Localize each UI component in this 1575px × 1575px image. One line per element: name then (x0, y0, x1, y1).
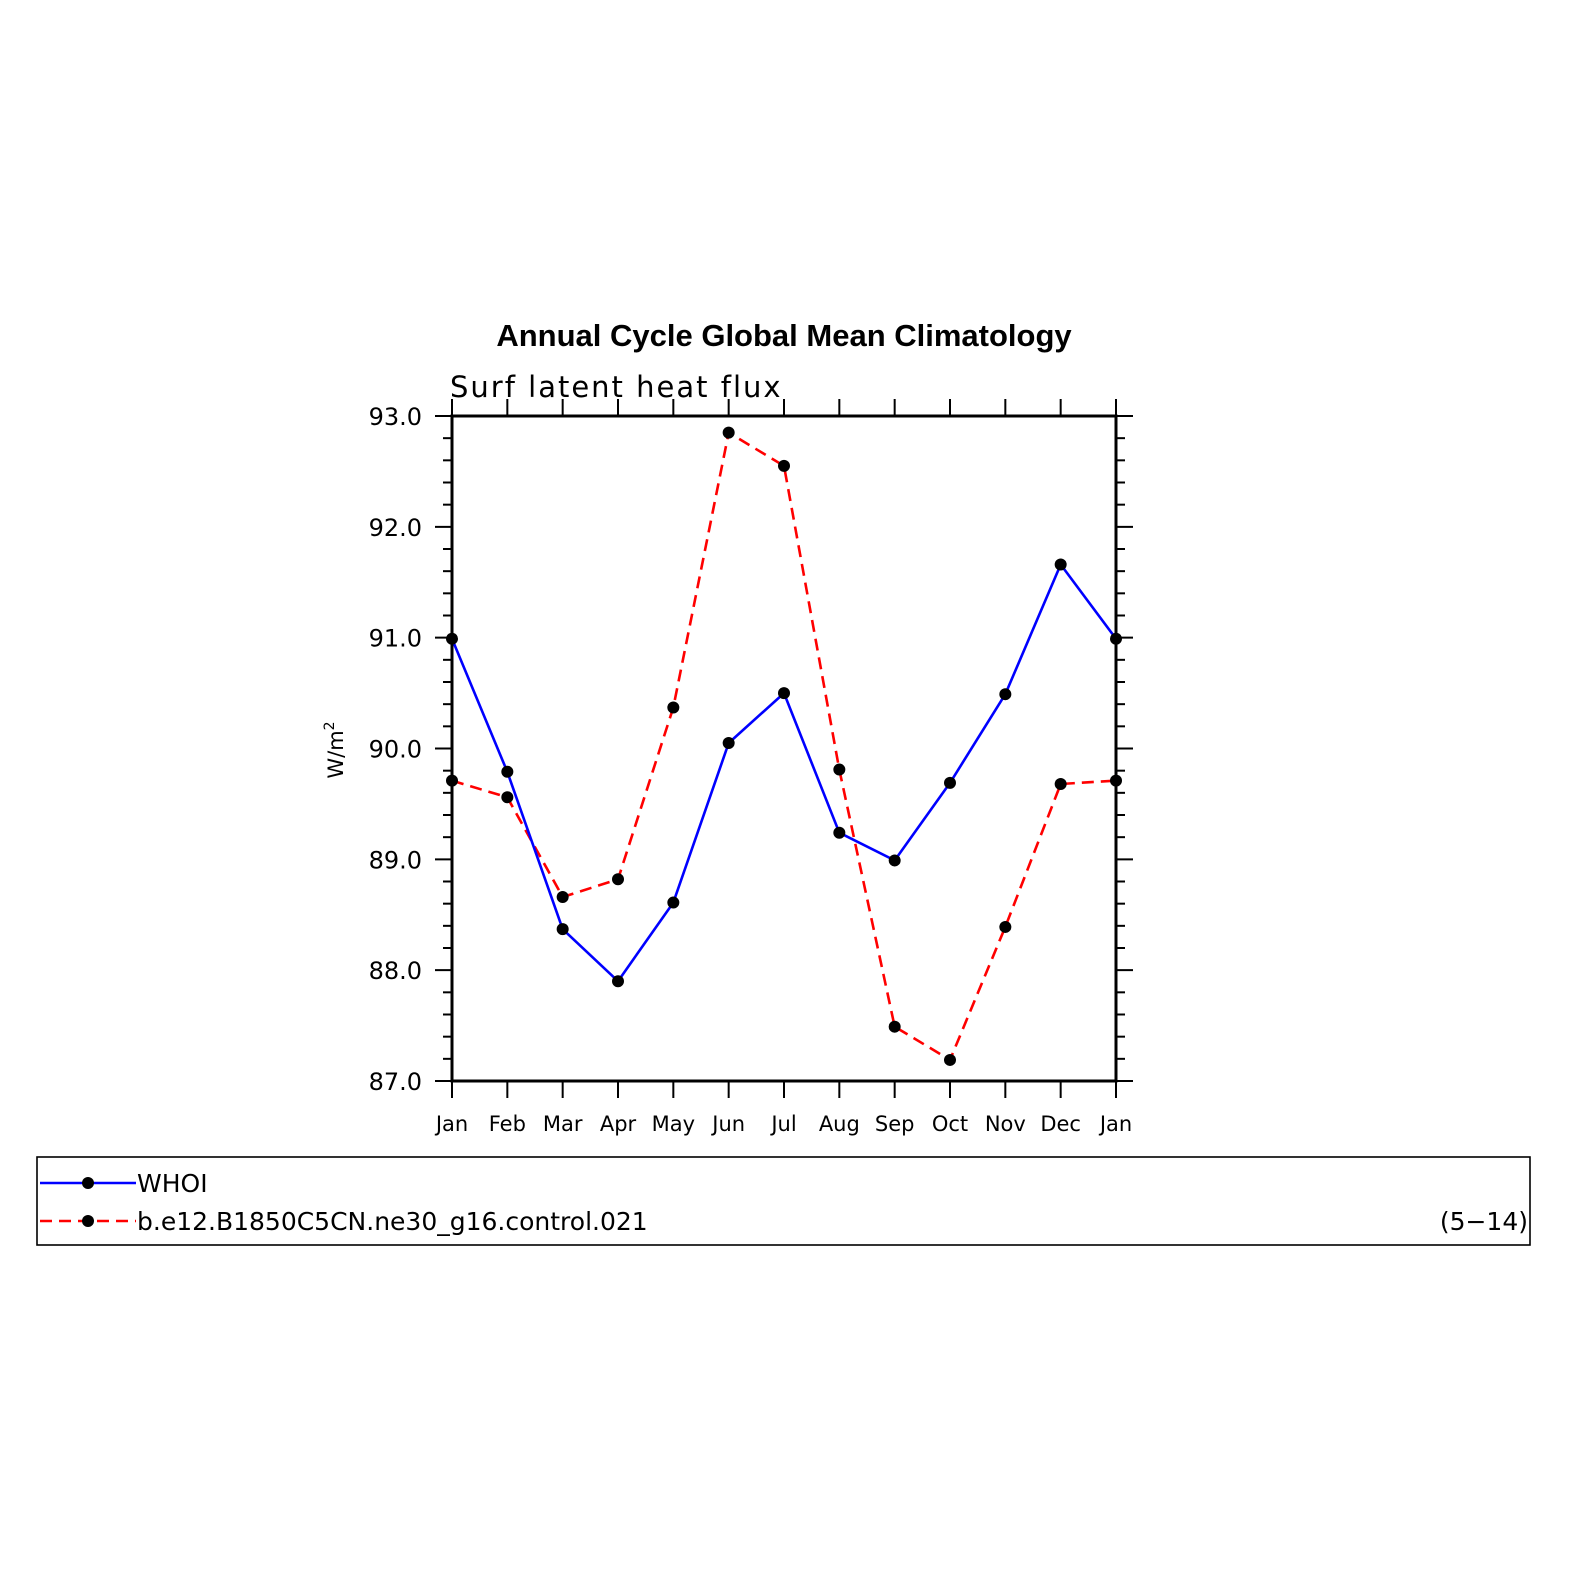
y-axis-label-text: W/m (324, 730, 348, 778)
data-point-series-0 (944, 776, 956, 789)
data-point-series-1 (446, 774, 458, 787)
legend-label-1: b.e12.B1850C5CN.ne30_g16.control.021 (137, 1207, 648, 1236)
y-tick-label: 92.0 (369, 514, 422, 542)
svg-text:W/m2: W/m2 (322, 721, 348, 778)
x-tick-label: Nov (985, 1112, 1026, 1136)
x-tick-label: Jun (710, 1112, 745, 1136)
data-point-series-0 (556, 923, 569, 936)
x-tick-label: Jan (434, 1112, 468, 1136)
data-point-series-0 (833, 826, 846, 839)
x-tick-label: Jan (1098, 1112, 1132, 1136)
x-tick-label: Dec (1040, 1112, 1081, 1136)
legend-box (36, 1156, 1531, 1246)
legend-marker-0 (82, 1177, 94, 1189)
data-point-series-1 (612, 873, 624, 886)
x-tick-label: Sep (875, 1112, 915, 1136)
data-point-series-1 (833, 763, 846, 776)
legend-note: (5−14) (1440, 1207, 1528, 1236)
data-point-series-1 (778, 459, 790, 472)
data-point-series-1 (556, 891, 569, 904)
data-point-series-0 (1054, 558, 1067, 571)
y-tick-label: 93.0 (369, 403, 422, 431)
markers-group (446, 426, 1122, 1066)
y-tick-label: 90.0 (369, 736, 422, 764)
x-tick-label: Mar (543, 1112, 583, 1136)
legend-entries: WHOI b.e12.B1850C5CN.ne30_g16.control.021 (40, 1169, 648, 1236)
data-point-series-0 (722, 736, 735, 749)
series-group (450, 431, 1118, 1062)
legend-marker-1 (82, 1215, 94, 1227)
x-tick-label: May (652, 1112, 695, 1136)
series-line-1 (451, 431, 1117, 1062)
x-tick-label: Oct (932, 1112, 968, 1136)
data-point-series-1 (667, 701, 680, 714)
legend: WHOI b.e12.B1850C5CN.ne30_g16.control.021… (36, 1156, 1531, 1246)
data-point-series-1 (999, 920, 1012, 933)
axes: 87.0 88.0 89.0 90.0 91.0 92.0 93.0 Jan Feb Mar Apr… (369, 399, 1133, 1136)
data-point-series-0 (888, 854, 901, 867)
data-point-series-1 (944, 1053, 956, 1066)
y-tick-label: 88.0 (369, 957, 422, 985)
x-tick-label: Jul (769, 1112, 796, 1136)
data-point-series-1 (722, 426, 735, 439)
data-point-series-0 (999, 688, 1012, 701)
data-point-series-1 (1054, 777, 1067, 790)
y-tick-label: 87.0 (369, 1068, 422, 1096)
data-point-series-1 (501, 791, 514, 804)
data-point-series-1 (1110, 774, 1122, 787)
chart-subtitle: Surf latent heat flux (450, 370, 783, 404)
data-point-series-0 (446, 632, 458, 645)
data-point-series-0 (778, 687, 790, 700)
chart-title: Annual Cycle Global Mean Climatology (496, 318, 1072, 353)
data-point-series-0 (1110, 632, 1122, 645)
plot-frame (450, 414, 1118, 1083)
x-tick-label: Aug (819, 1112, 860, 1136)
x-tick-label: Apr (600, 1112, 637, 1136)
y-axis-label-superscript: 2 (322, 721, 338, 730)
y-tick-label: 91.0 (369, 625, 422, 653)
data-point-series-0 (501, 765, 514, 778)
legend-label-0: WHOI (137, 1169, 208, 1198)
x-tick-label: Feb (489, 1112, 526, 1136)
data-point-series-1 (888, 1020, 901, 1033)
y-tick-label: 89.0 (369, 846, 422, 874)
y-axis-label: W/m2 (322, 721, 348, 778)
series-line-0 (450, 563, 1118, 983)
data-point-series-0 (667, 896, 680, 909)
data-point-series-0 (612, 975, 624, 988)
